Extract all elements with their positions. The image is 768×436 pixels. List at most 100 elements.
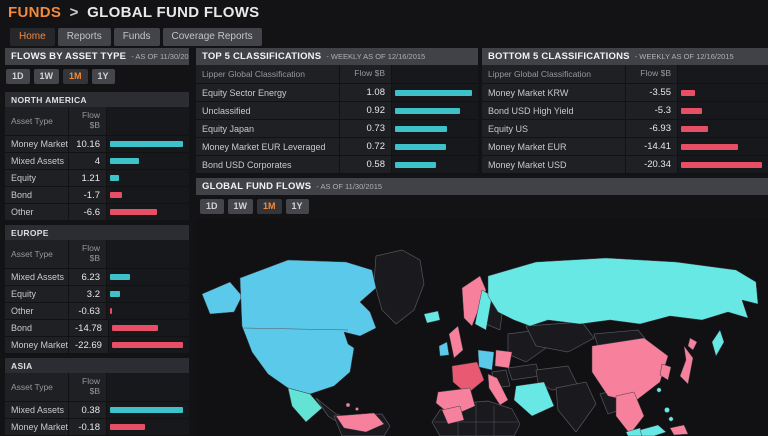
europe-table-row[interactable]: Equity 3.2 bbox=[5, 286, 189, 303]
top5-row-value: 0.58 bbox=[339, 156, 391, 173]
map-country-indonesia-east[interactable] bbox=[669, 424, 689, 436]
map-country-caribbean[interactable] bbox=[345, 402, 351, 408]
bottom5-table-row[interactable]: Equity US -6.93 bbox=[482, 120, 768, 138]
map-country-morocco[interactable] bbox=[441, 405, 465, 425]
bottom5-row-label: Equity US bbox=[482, 120, 625, 137]
map-country-canada-usa[interactable] bbox=[239, 259, 377, 395]
region-header-north-america: NORTH AMERICA bbox=[5, 92, 189, 107]
europe-row-bar-cell bbox=[107, 337, 189, 353]
asia-row-value: -0.18 bbox=[68, 419, 106, 435]
tab-funds[interactable]: Funds bbox=[113, 28, 160, 46]
bottom5-row-bar-cell bbox=[677, 156, 768, 173]
map-country-indonesia-west[interactable] bbox=[639, 424, 667, 436]
europe-table-row[interactable]: Money Market -22.69 bbox=[5, 337, 189, 354]
top5-table-row[interactable]: Equity Japan 0.73 bbox=[196, 120, 478, 138]
top5-row-label: Bond USD Corporates bbox=[196, 156, 339, 173]
bottom5-row-bar-cell bbox=[677, 102, 768, 119]
map-country-sakhalin[interactable] bbox=[711, 329, 725, 357]
map-country-philippines[interactable] bbox=[664, 407, 670, 413]
asia-row-bar-cell bbox=[106, 402, 189, 418]
top5-rows: Equity Sector Energy 1.08 Unclassified 0.92… bbox=[196, 84, 478, 174]
europe-table-row[interactable]: Other -0.63 bbox=[5, 303, 189, 320]
bottom5-table-row[interactable]: Money Market KRW -3.55 bbox=[482, 84, 768, 102]
bottom5-table-row[interactable]: Money Market EUR -14.41 bbox=[482, 138, 768, 156]
north-america-table-row[interactable]: Money Market 10.16 bbox=[5, 136, 189, 153]
bottom5-row-value: -14.41 bbox=[625, 138, 677, 155]
europe-flow-bar bbox=[110, 308, 113, 314]
europe-table-row[interactable]: Bond -14.78 bbox=[5, 320, 189, 337]
tab-home[interactable]: Home bbox=[10, 28, 55, 46]
europe-row-label: Other bbox=[5, 303, 68, 319]
north-america-flow-bar bbox=[110, 192, 123, 198]
asia-table-row[interactable]: Money Market -0.18 bbox=[5, 419, 189, 436]
europe-table-row[interactable]: Mixed Assets 6.23 bbox=[5, 269, 189, 286]
europe-row-label: Bond bbox=[5, 320, 68, 336]
map-country-japan-north[interactable] bbox=[687, 337, 698, 351]
map-country-germany[interactable] bbox=[477, 349, 495, 371]
europe-row-value: 6.23 bbox=[68, 269, 106, 285]
bottom5-rows: Money Market KRW -3.55 Bond USD High Yield… bbox=[482, 84, 768, 174]
map-country-poland[interactable] bbox=[494, 349, 513, 369]
north-america-table-row[interactable]: Equity 1.21 bbox=[5, 170, 189, 187]
top5-table-row[interactable]: Equity Sector Energy 1.08 bbox=[196, 84, 478, 102]
map-country-china[interactable] bbox=[591, 337, 669, 403]
map-country-mexico[interactable] bbox=[287, 387, 323, 423]
bottom5-row-value: -20.34 bbox=[625, 156, 677, 173]
tab-reports[interactable]: Reports bbox=[57, 28, 111, 46]
map-country-philippines-2[interactable] bbox=[668, 416, 674, 422]
north-america-table-row[interactable]: Other -6.6 bbox=[5, 204, 189, 221]
top5-table-row[interactable]: Money Market EUR Leveraged 0.72 bbox=[196, 138, 478, 156]
map-country-russia[interactable] bbox=[487, 257, 759, 327]
col-flow: Flow $B bbox=[68, 107, 106, 135]
map-country-vietnam-thailand[interactable] bbox=[615, 391, 645, 435]
region-header-europe: EUROPE bbox=[5, 225, 189, 240]
range-button-1y[interactable]: 1Y bbox=[285, 199, 309, 214]
map-country-france[interactable] bbox=[451, 361, 485, 395]
bottom5-panel-header: BOTTOM 5 CLASSIFICATIONS - WEEKLY AS OF … bbox=[482, 48, 768, 65]
breadcrumb-app[interactable]: FUNDS bbox=[8, 4, 62, 21]
map-country-venezuela-colombia[interactable] bbox=[335, 412, 385, 433]
map-country-japan[interactable] bbox=[679, 345, 694, 385]
top5-table-row[interactable]: Unclassified 0.92 bbox=[196, 102, 478, 120]
north-america-row-bar-cell bbox=[106, 136, 189, 152]
range-button-1w[interactable]: 1W bbox=[227, 199, 254, 214]
range-button-1m[interactable]: 1M bbox=[63, 69, 88, 84]
map-country-greenland[interactable] bbox=[373, 249, 425, 325]
map-country-korea[interactable] bbox=[659, 363, 672, 381]
bottom5-row-label: Money Market KRW bbox=[482, 84, 625, 101]
north-america-flow-bar bbox=[110, 141, 183, 147]
bottom5-col-flow: Flow $B bbox=[625, 65, 677, 83]
north-america-row-label: Other bbox=[5, 204, 68, 220]
north-america-table-row[interactable]: Mixed Assets 4 bbox=[5, 153, 189, 170]
col-asset-type: Asset Type bbox=[5, 240, 68, 268]
map-country-alaska[interactable] bbox=[201, 281, 243, 315]
north-america-table-row[interactable]: Bond -1.7 bbox=[5, 187, 189, 204]
europe-flow-bar bbox=[110, 291, 121, 297]
bottom5-table-row[interactable]: Money Market USD -20.34 bbox=[482, 156, 768, 174]
range-button-1m[interactable]: 1M bbox=[257, 199, 282, 214]
map-country-caribbean-2[interactable] bbox=[355, 407, 359, 411]
top5-table-row[interactable]: Bond USD Corporates 0.58 bbox=[196, 156, 478, 174]
map-country-iceland[interactable] bbox=[423, 310, 441, 324]
north-america-flow-bar bbox=[110, 158, 139, 164]
bottom5-row-bar-cell bbox=[677, 138, 768, 155]
top5-row-value: 0.92 bbox=[339, 102, 391, 119]
europe-row-label: Mixed Assets bbox=[5, 269, 68, 285]
map-country-saudi-arabia[interactable] bbox=[513, 381, 555, 417]
range-button-1d[interactable]: 1D bbox=[6, 69, 30, 84]
map-country-ireland[interactable] bbox=[438, 341, 450, 357]
top5-row-value: 0.72 bbox=[339, 138, 391, 155]
top5-row-label: Money Market EUR Leveraged bbox=[196, 138, 339, 155]
range-button-1y[interactable]: 1Y bbox=[91, 69, 115, 84]
range-button-1w[interactable]: 1W bbox=[33, 69, 60, 84]
tab-coverage-reports[interactable]: Coverage Reports bbox=[162, 28, 262, 46]
asia-row-bar-cell bbox=[106, 419, 189, 435]
bottom5-row-label: Money Market USD bbox=[482, 156, 625, 173]
col-flow-line1: Flow bbox=[82, 243, 100, 254]
map-country-uk[interactable] bbox=[448, 325, 464, 359]
asia-table-row[interactable]: Mixed Assets 0.38 bbox=[5, 402, 189, 419]
bottom5-table-row[interactable]: Bond USD High Yield -5.3 bbox=[482, 102, 768, 120]
map-country-italy[interactable] bbox=[487, 373, 509, 406]
map-country-taiwan[interactable] bbox=[656, 387, 662, 393]
range-button-1d[interactable]: 1D bbox=[200, 199, 224, 214]
